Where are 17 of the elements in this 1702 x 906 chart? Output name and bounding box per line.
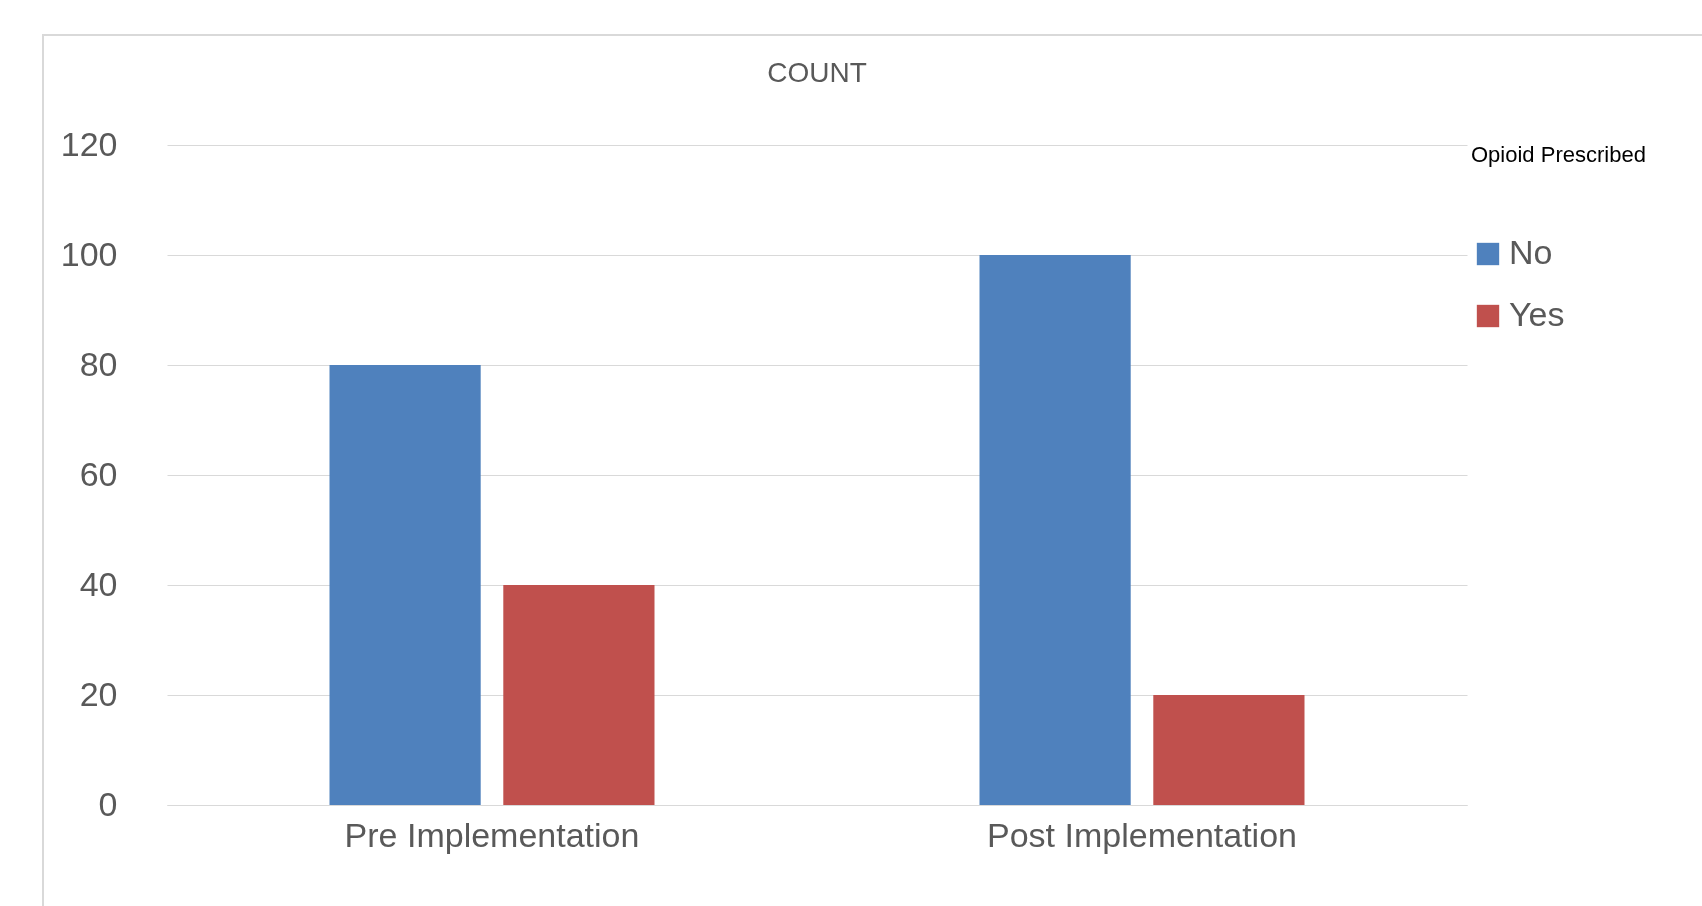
y-tick-label: 100 [60, 234, 118, 273]
y-tick-label: 60 [79, 454, 118, 493]
chart-title: COUNT [767, 57, 867, 88]
bar [1153, 695, 1305, 805]
x-tick-label: Pre Implementation [344, 815, 640, 854]
bar [503, 585, 655, 805]
bar [979, 255, 1131, 805]
y-tick-label: 80 [79, 344, 118, 383]
y-tick-label: 0 [98, 784, 118, 823]
x-tick-label: Post Implementation [987, 815, 1297, 854]
legend-label: Yes [1509, 295, 1565, 333]
legend-label: No [1509, 233, 1553, 271]
y-tick-label: 40 [79, 564, 118, 603]
bar [329, 365, 481, 805]
legend-title: Opioid Prescribed [1471, 142, 1646, 167]
y-tick-label: 20 [79, 674, 118, 713]
y-tick-label: 120 [60, 124, 118, 163]
